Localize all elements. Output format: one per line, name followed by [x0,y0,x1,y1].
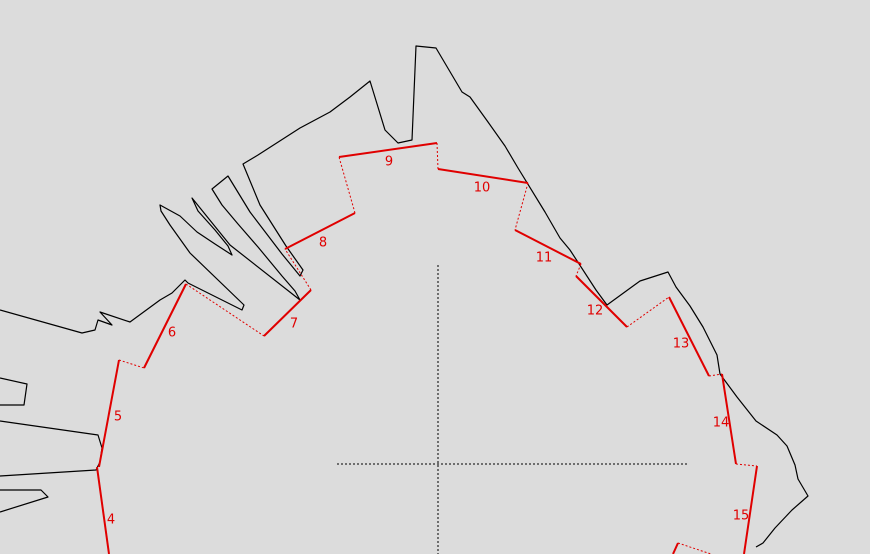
segment-connectors [118,142,758,554]
segment-connector [436,142,439,170]
outline-left-arm-1 [0,377,28,406]
segment-label: 11 [536,251,553,266]
segment-line[interactable] [721,373,737,465]
segment-label: 14 [713,416,730,431]
segment-line[interactable] [514,229,582,265]
segment-label: 5 [114,410,122,425]
segment-10[interactable]: 10 [437,168,529,196]
segment-connector [677,542,712,554]
segment-8[interactable]: 8 [284,212,356,251]
segment-7[interactable]: 7 [263,289,312,337]
segment-line[interactable] [575,275,628,328]
segment-6[interactable]: 6 [143,283,187,369]
outline-main [0,45,809,548]
segment-line[interactable] [98,359,120,468]
segment-line[interactable] [263,289,312,337]
segment-line[interactable] [143,283,187,369]
segment-label: 7 [290,317,298,332]
segment-connector [735,463,758,467]
segment-connector [626,296,670,328]
segment-label: 10 [474,181,491,196]
segment-connector [338,156,356,214]
segment-line[interactable] [284,212,356,250]
segment-label: 13 [673,337,690,352]
segments-layer: 4 5 6 7 8 9 10 11 12 13 14 15 [96,142,758,554]
segment-12[interactable]: 12 [575,275,628,328]
segment-5[interactable]: 5 [98,359,122,468]
segment-connector [575,263,582,277]
segment-label: 8 [319,236,327,251]
segment-label: 6 [168,326,176,341]
segment-13[interactable]: 13 [668,296,710,377]
segment-line[interactable] [96,466,110,554]
outline-left-arm-2 [0,420,103,477]
segment-4[interactable]: 4 [96,466,115,554]
map-outline [0,45,809,548]
segment-connector [185,283,265,337]
segment-line-partial [672,542,679,554]
segment-connector [118,359,145,369]
segment-line[interactable] [437,168,529,184]
segment-9[interactable]: 9 [338,142,438,170]
segment-label: 12 [587,304,604,319]
segment-connector [284,248,312,291]
crosshair [337,265,688,554]
segment-14[interactable]: 14 [713,373,737,465]
segment-11[interactable]: 11 [514,229,582,266]
segment-line[interactable] [668,296,710,377]
segment-line[interactable] [338,142,438,158]
segment-15[interactable]: 15 [733,465,758,554]
segment-label: 9 [385,155,393,170]
outline-left-arm-3 [0,489,49,513]
segment-label: 15 [733,509,750,524]
segment-connector [514,182,529,231]
segment-label: 4 [107,513,115,528]
segment-line[interactable] [743,465,758,554]
